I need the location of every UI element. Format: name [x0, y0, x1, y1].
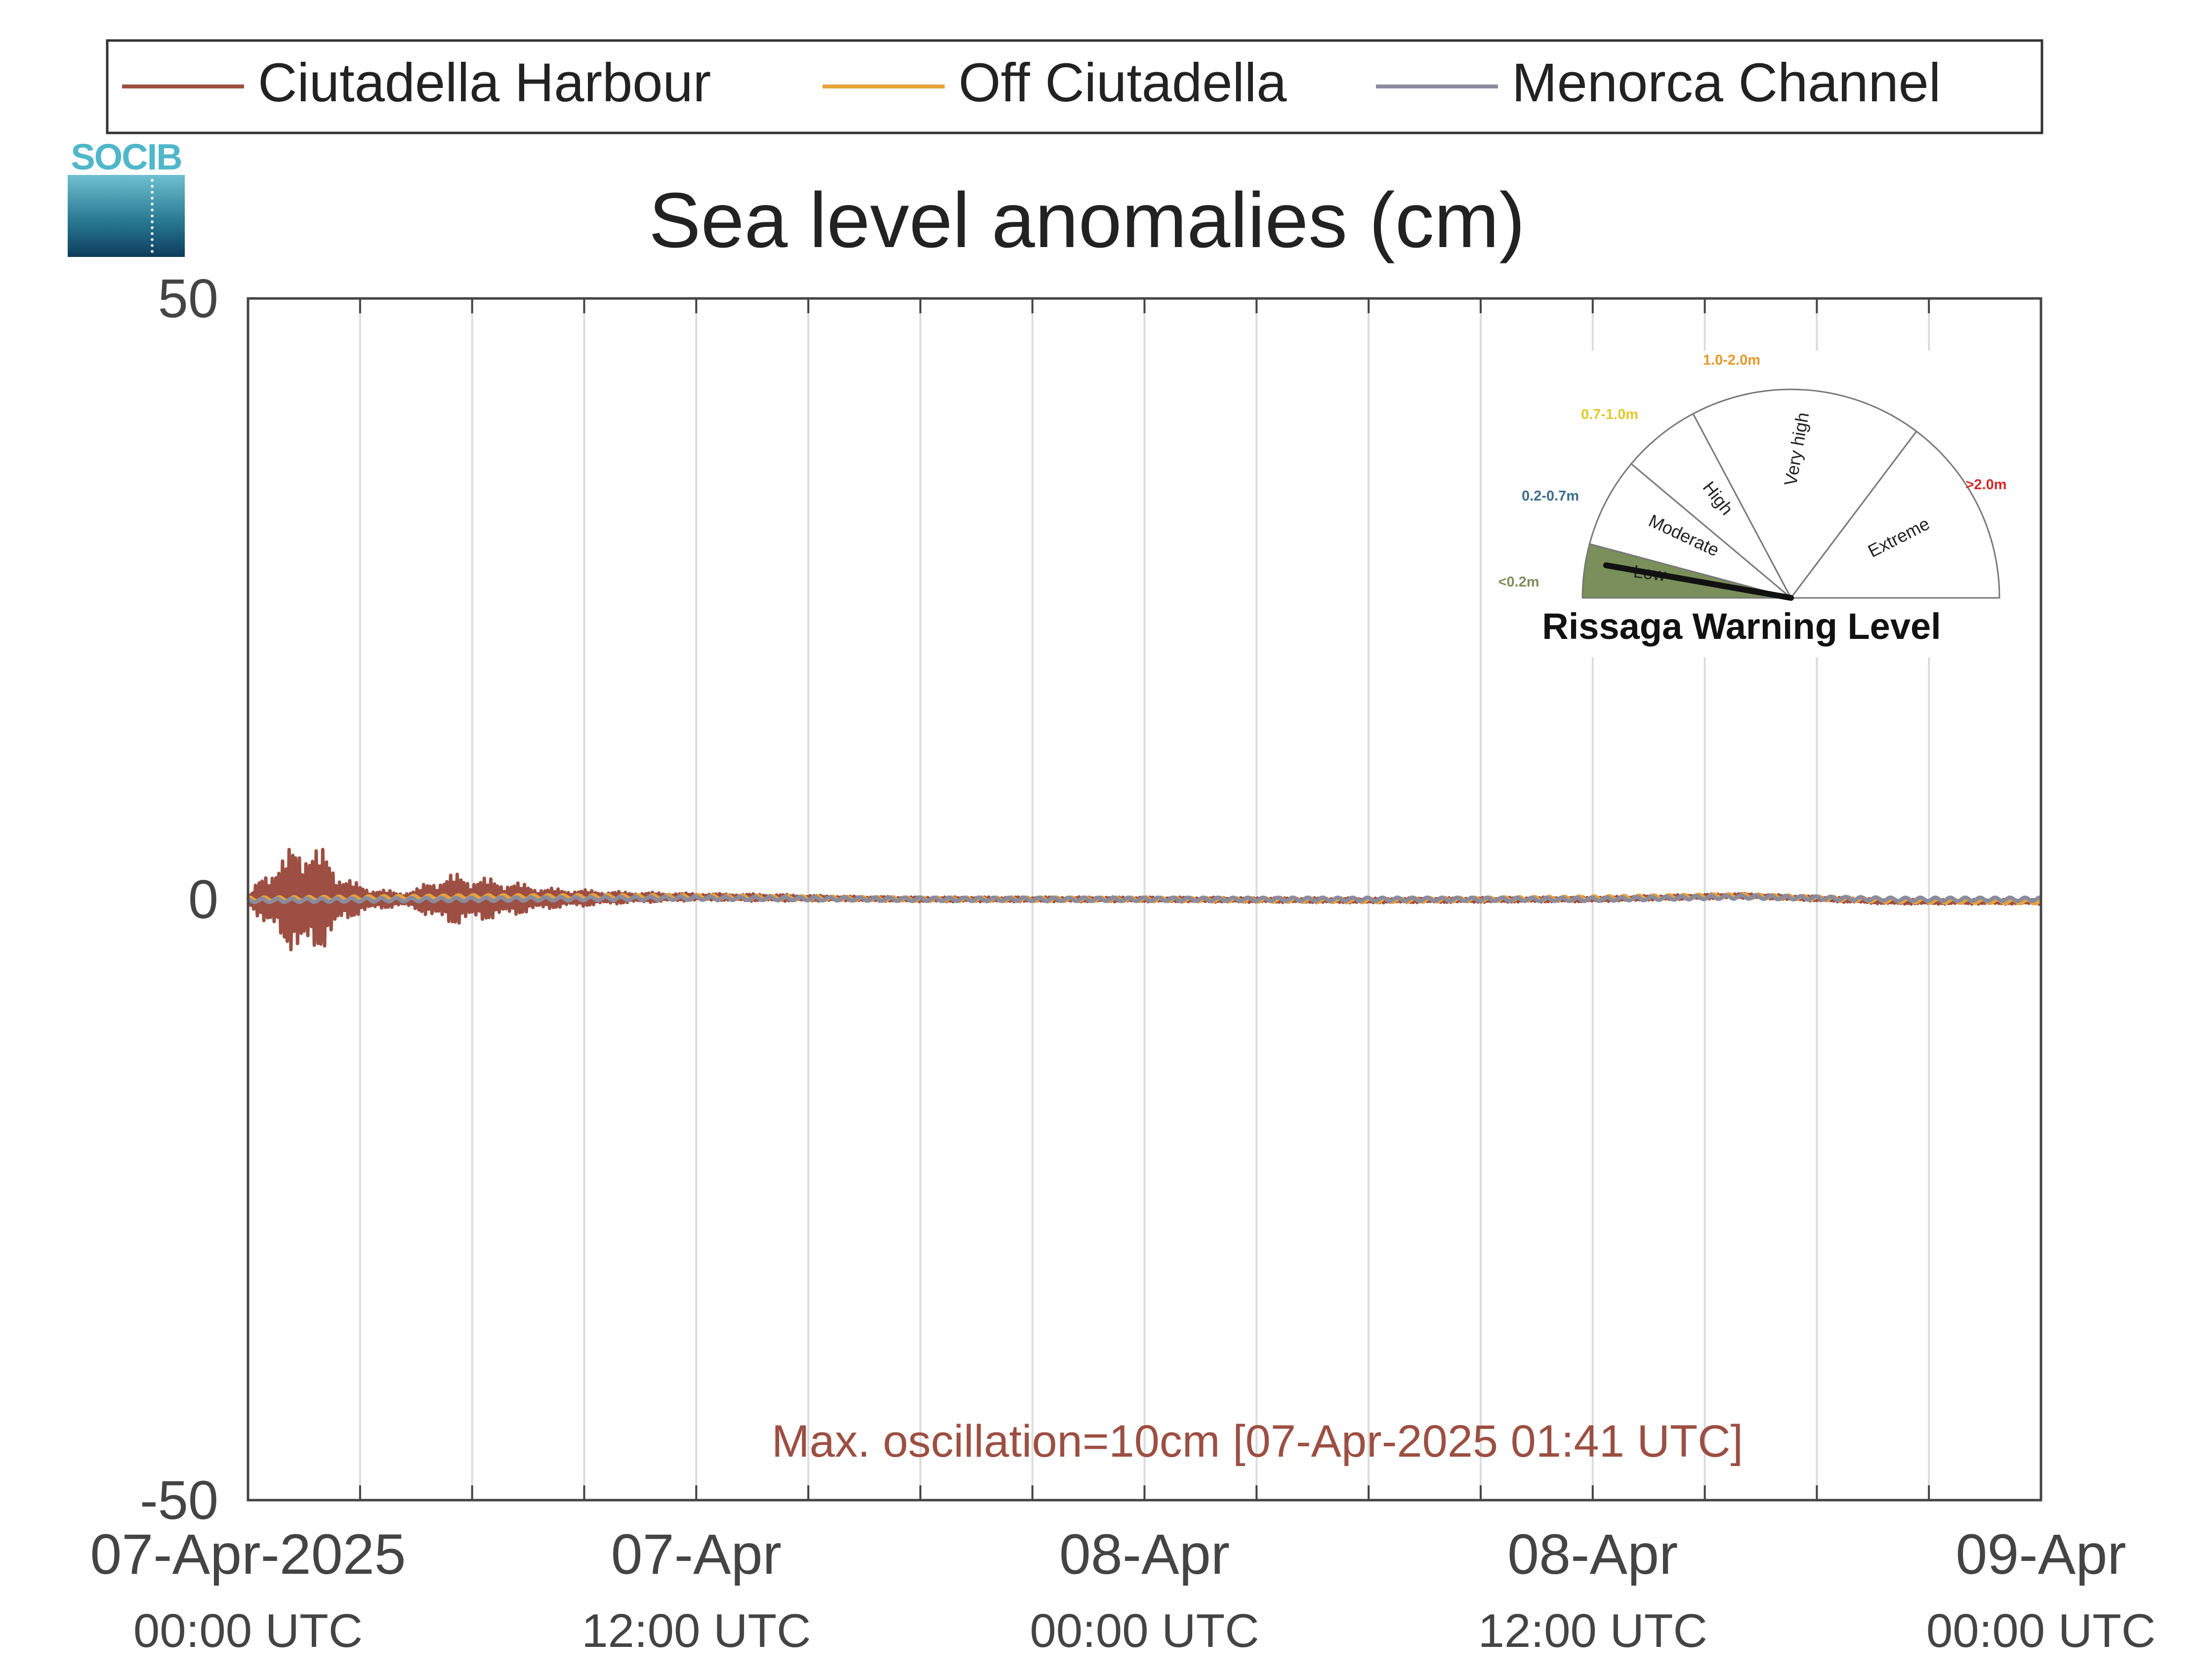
series-line: [247, 893, 2042, 904]
legend: Ciutadella Harbour Off Ciutadella Menorca …: [106, 39, 2043, 134]
logo-wave-graphic: [68, 175, 185, 257]
gauge-sector: [1692, 388, 1918, 599]
x-tick-label: 07-Apr-2025: [90, 1523, 406, 1586]
legend-label: Menorca Channel: [1512, 52, 1941, 113]
legend-frame: [106, 39, 2043, 134]
y-tick-label: 0: [188, 869, 218, 930]
gauge-range-label: 1.0-2.0m: [1703, 352, 1760, 368]
gauge-sector: [1630, 413, 1792, 599]
logo-dots: [151, 179, 157, 253]
gauge-range-label: <0.2m: [1498, 574, 1539, 590]
chart-title: Sea level anomalies (cm): [649, 177, 1525, 264]
x-tick-sublabel: 12:00 UTC: [582, 1604, 811, 1657]
x-tick-label: 08-Apr: [1507, 1523, 1678, 1586]
max-oscillation-annotation: Max. oscillation=10cm [07-Apr-2025 01:41…: [772, 1416, 1743, 1467]
gauge-range-label: 0.2-0.7m: [1522, 488, 1579, 504]
gauge-title: Rissaga Warning Level: [1542, 606, 1941, 647]
gauge-range-label: >2.0m: [1965, 477, 2006, 493]
gauge-needle: [1603, 562, 1794, 601]
gauge-sector: [1588, 462, 1791, 599]
legend-label: Off Ciutadella: [958, 52, 1287, 113]
y-tick-label: 50: [158, 268, 218, 329]
plot-frame: [247, 297, 2042, 1502]
rissaga-warning-gauge: Low<0.2mModerate0.2-0.7mHigh0.7-1.0mVery…: [1498, 351, 2021, 657]
x-tick-label: 08-Apr: [1059, 1523, 1230, 1586]
legend-label: Ciutadella Harbour: [258, 52, 711, 113]
x-tick-label: 07-Apr: [611, 1523, 782, 1586]
x-tick-sublabel: 12:00 UTC: [1478, 1604, 1707, 1657]
x-tick-sublabel: 00:00 UTC: [1926, 1604, 2156, 1657]
x-tick-label: 09-Apr: [1955, 1523, 2126, 1586]
socib-logo: SOCIB: [68, 139, 185, 257]
x-tick-sublabel: 00:00 UTC: [133, 1604, 363, 1657]
gauge-range-label: 0.7-1.0m: [1581, 407, 1638, 422]
x-tick-sublabel: 00:00 UTC: [1030, 1604, 1259, 1657]
y-tick-label: -50: [140, 1470, 218, 1531]
logo-text: SOCIB: [71, 136, 182, 177]
gauge-sector: [1789, 430, 2000, 599]
